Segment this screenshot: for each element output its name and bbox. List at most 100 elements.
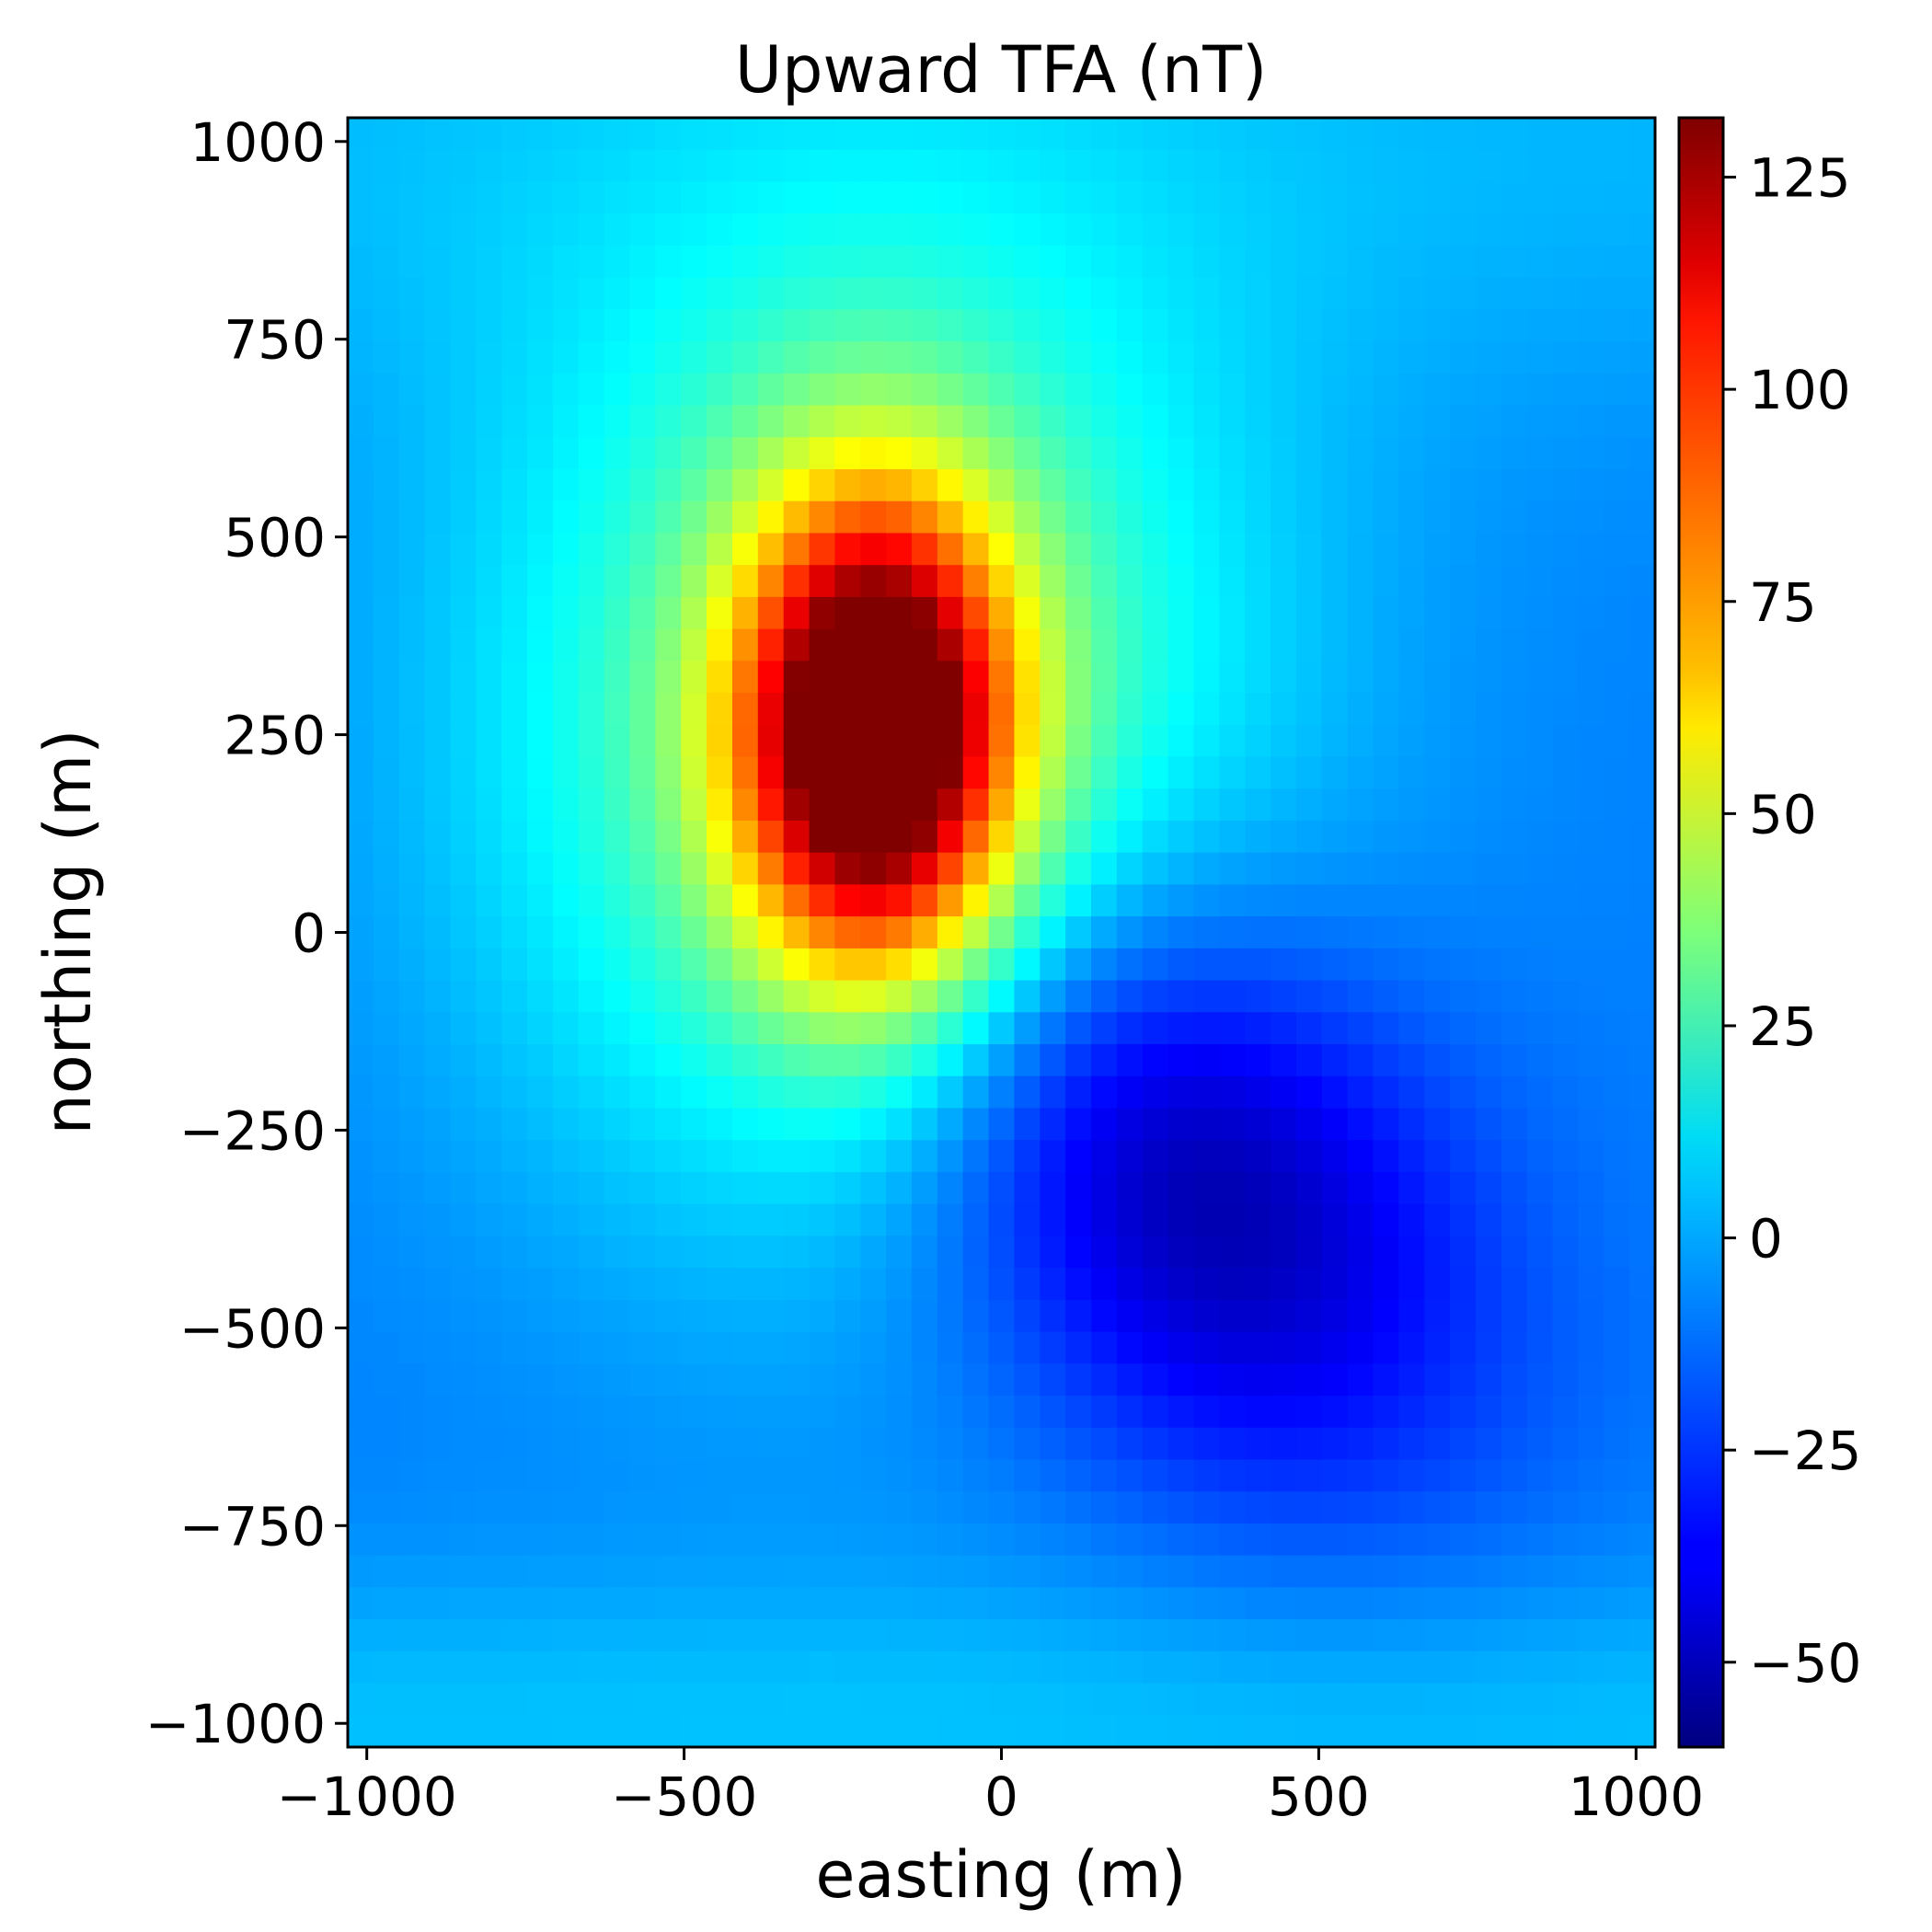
heatmap-cell xyxy=(1116,980,1144,1014)
heatmap-cell xyxy=(1347,213,1374,247)
heatmap-cell xyxy=(962,916,990,949)
heatmap-cell xyxy=(1347,1331,1374,1365)
heatmap-cell xyxy=(1040,1012,1066,1045)
heatmap-cell xyxy=(348,1268,374,1301)
heatmap-cell xyxy=(1552,1491,1580,1524)
heatmap-cell xyxy=(1398,213,1426,247)
heatmap-cell xyxy=(1475,181,1502,214)
heatmap-cell xyxy=(886,149,913,183)
heatmap-cell xyxy=(604,1619,631,1652)
heatmap-cell xyxy=(1167,980,1195,1014)
heatmap-cell xyxy=(809,1427,836,1461)
heatmap-cell xyxy=(578,1108,605,1142)
heatmap-cell xyxy=(1065,1140,1092,1173)
heatmap-cell xyxy=(1167,1683,1195,1717)
heatmap-cell xyxy=(860,1683,887,1717)
heatmap-cell xyxy=(860,916,887,949)
heatmap-cell xyxy=(1501,756,1528,790)
heatmap-cell xyxy=(1142,1650,1169,1685)
heatmap-cell xyxy=(501,1459,528,1492)
heatmap-cell xyxy=(731,277,759,311)
heatmap-cell xyxy=(1091,693,1118,726)
heatmap-cell xyxy=(476,1140,502,1173)
heatmap-cell xyxy=(1526,468,1554,502)
heatmap-cell xyxy=(1245,468,1271,502)
heatmap-cell xyxy=(988,1619,1016,1652)
heatmap-cell xyxy=(450,1683,477,1717)
heatmap-cell xyxy=(1475,948,1502,982)
heatmap-cell xyxy=(398,437,426,470)
heatmap-cell xyxy=(834,661,862,694)
heatmap-cell xyxy=(552,788,580,822)
heatmap-cell xyxy=(1604,1299,1630,1333)
heatmap-cell xyxy=(757,916,785,949)
heatmap-cell xyxy=(1245,213,1271,247)
heatmap-cell xyxy=(1629,1236,1655,1269)
heatmap-cell xyxy=(834,1427,862,1461)
heatmap-cell xyxy=(886,468,913,502)
heatmap-cell xyxy=(757,1491,785,1524)
heatmap-cell xyxy=(552,245,580,279)
heatmap-cell xyxy=(937,693,964,726)
heatmap-cell xyxy=(911,948,938,982)
heatmap-cell xyxy=(604,661,631,694)
heatmap-cell xyxy=(1091,1140,1118,1173)
heatmap-cell xyxy=(450,1459,477,1492)
heatmap-cell xyxy=(1219,1459,1246,1492)
heatmap-cell xyxy=(604,1108,631,1142)
heatmap-cell xyxy=(450,405,477,439)
heatmap-cell xyxy=(1142,1075,1169,1110)
heatmap-cell xyxy=(501,1075,528,1110)
heatmap-cell xyxy=(962,1299,990,1333)
heatmap-cell xyxy=(1629,1491,1655,1524)
heatmap-cell xyxy=(1142,1236,1169,1269)
heatmap-cell xyxy=(988,437,1016,470)
heatmap-cell xyxy=(424,948,452,982)
heatmap-cell xyxy=(1526,852,1554,886)
heatmap-cell xyxy=(1040,1715,1066,1747)
heatmap-cell xyxy=(655,1108,683,1142)
heatmap-cell xyxy=(1142,596,1169,630)
heatmap-cell xyxy=(1040,1363,1066,1397)
heatmap-cell xyxy=(886,693,913,726)
heatmap-cell xyxy=(1014,1523,1041,1557)
heatmap-cell xyxy=(1116,1587,1144,1620)
heatmap-cell xyxy=(962,181,990,214)
heatmap-cell xyxy=(604,468,631,502)
heatmap-cell xyxy=(962,213,990,247)
heatmap-cell xyxy=(1167,628,1195,662)
heatmap-cell xyxy=(398,468,426,502)
heatmap-cell xyxy=(1116,405,1144,439)
heatmap-cell xyxy=(450,1715,477,1747)
heatmap-cell xyxy=(962,1683,990,1717)
heatmap-cell xyxy=(707,309,733,342)
heatmap-cell xyxy=(348,852,374,886)
heatmap-cell xyxy=(629,980,657,1014)
heatmap-cell xyxy=(911,1203,938,1237)
heatmap-cell xyxy=(1398,1555,1426,1589)
heatmap-cell xyxy=(962,1268,990,1301)
heatmap-cell xyxy=(1604,693,1630,726)
heatmap-cell xyxy=(1501,309,1528,342)
heatmap-cell xyxy=(1271,916,1297,949)
heatmap-cell xyxy=(373,980,400,1014)
heatmap-cell xyxy=(1245,788,1271,822)
heatmap-cell xyxy=(757,1555,785,1589)
heatmap-cell xyxy=(527,373,554,407)
heatmap-cell xyxy=(731,948,759,982)
heatmap-cell xyxy=(1271,788,1297,822)
heatmap-cell xyxy=(1501,948,1528,982)
heatmap-cell xyxy=(1424,1075,1451,1110)
heatmap-cell xyxy=(1398,724,1426,758)
heatmap-cell xyxy=(1475,693,1502,726)
heatmap-cell xyxy=(1245,1363,1271,1397)
heatmap-cell xyxy=(783,1459,811,1492)
y-tick-label: −500 xyxy=(179,1297,326,1360)
heatmap-cell xyxy=(1578,1203,1605,1237)
heatmap-cell xyxy=(398,693,426,726)
heatmap-cell xyxy=(1091,1491,1118,1524)
heatmap-cell xyxy=(1552,245,1580,279)
heatmap-cell xyxy=(1475,468,1502,502)
heatmap-cell xyxy=(527,756,554,790)
heatmap-cell xyxy=(450,1555,477,1589)
